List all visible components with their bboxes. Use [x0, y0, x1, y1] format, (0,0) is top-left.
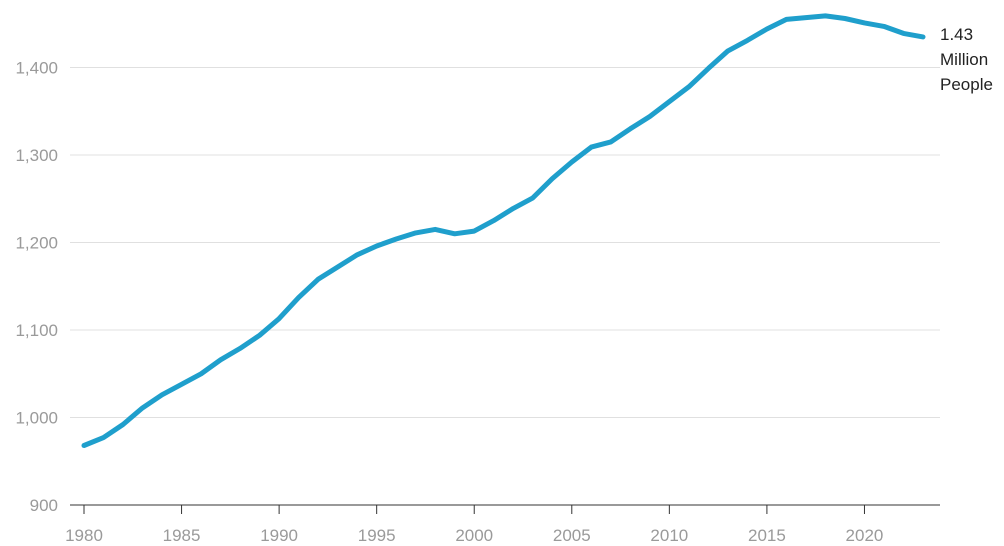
y-axis-tick-labels: 900 1,000 1,100 1,200 1,300 1,400 [15, 59, 58, 516]
y-tick-label: 1,000 [15, 409, 58, 428]
x-tick-label: 1990 [260, 526, 298, 545]
end-label-unit: Million [940, 50, 988, 69]
series-line [81, 13, 926, 448]
x-axis [70, 504, 940, 514]
y-tick-label: 1,300 [15, 146, 58, 165]
x-tick-label: 2000 [455, 526, 493, 545]
x-tick-label: 2005 [553, 526, 591, 545]
x-tick-label: 2020 [846, 526, 884, 545]
end-label-subject: People [940, 75, 993, 94]
x-tick-label: 1995 [358, 526, 396, 545]
y-tick-label: 1,200 [15, 234, 58, 253]
end-label-value: 1.43 [940, 25, 973, 44]
x-tick-label: 2010 [650, 526, 688, 545]
y-tick-label: 900 [30, 496, 58, 515]
end-label-group: 1.43 Million People [940, 25, 993, 94]
x-tick-label: 2015 [748, 526, 786, 545]
x-tick-label: 1980 [65, 526, 103, 545]
x-axis-tick-labels: 1980 1985 1990 1995 2000 2005 2010 2015 2020 [65, 526, 883, 545]
y-tick-label: 1,100 [15, 321, 58, 340]
series-group [81, 13, 926, 448]
y-tick-label: 1,400 [15, 59, 58, 78]
x-tick-label: 1985 [163, 526, 201, 545]
gridlines [70, 67, 940, 418]
